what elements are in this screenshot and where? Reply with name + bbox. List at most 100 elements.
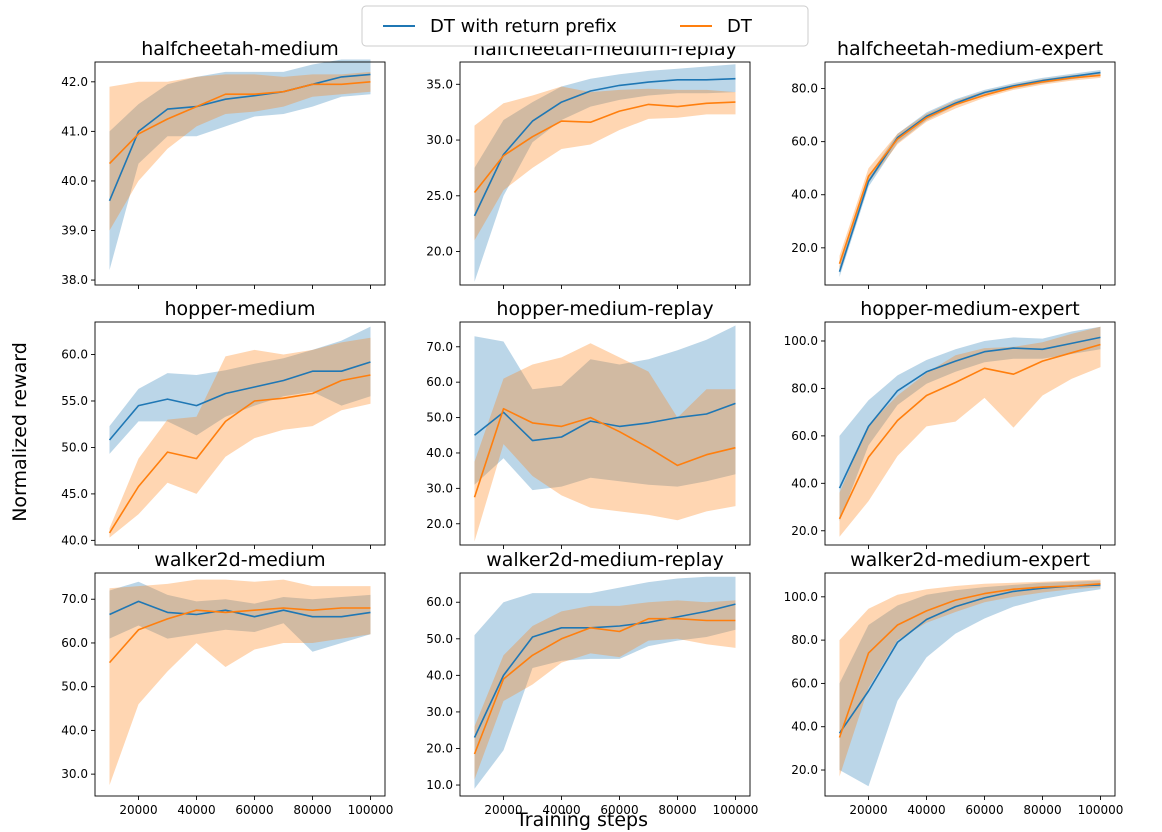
legend-label-0: DT with return prefix xyxy=(430,16,617,37)
panel-0-title: halfcheetah-medium xyxy=(141,38,339,60)
panel-4-ytick-label-3: 50.0 xyxy=(426,411,453,425)
panel-5-band-0 xyxy=(839,326,1101,522)
panel-8-title: walker2d-medium-expert xyxy=(850,549,1090,571)
panel-1-band-0 xyxy=(474,64,736,282)
panel-6-band-1 xyxy=(109,579,371,786)
panel-7-xtick-label-4: 100000 xyxy=(713,803,759,817)
panel-6-ytick-label-1: 40.0 xyxy=(61,723,88,737)
panel-1-ytick-label-3: 35.0 xyxy=(426,77,453,91)
panel-0-ytick-label-1: 39.0 xyxy=(61,223,88,237)
panel-2-frame xyxy=(824,61,1116,286)
panel-6-title: walker2d-medium xyxy=(154,549,325,571)
panel-6-frame xyxy=(94,572,386,797)
panel-1-band-1 xyxy=(474,86,736,241)
panel-8-xtick-label-4: 100000 xyxy=(1078,803,1124,817)
panel-3-ytick-label-2: 50.0 xyxy=(61,440,88,454)
legend: DT with return prefix DT xyxy=(361,5,809,47)
panel-2-line-0 xyxy=(838,71,1101,272)
panel-3: 40.0 45.0 50.0 55.0 60.0 hopper-medium xyxy=(61,298,386,549)
panel-0-ytick-label-2: 40.0 xyxy=(61,174,88,188)
panel-1-ytick-label-2: 30.0 xyxy=(426,133,453,147)
panel-4-ytick-label-1: 30.0 xyxy=(426,481,453,495)
panel-8-frame xyxy=(824,572,1116,797)
panel-7-title: walker2d-medium-replay xyxy=(486,549,724,571)
panel-4: 20.0 30.0 40.0 50.0 60.0 70.0 hopper-medium-re… xyxy=(426,298,751,549)
panel-7-band-0 xyxy=(474,576,736,789)
panel-7-xtick-label-2: 60000 xyxy=(600,803,638,817)
panel-4-ytick-label-2: 40.0 xyxy=(426,446,453,460)
panel-5-line-1 xyxy=(838,343,1101,520)
panel-5-frame xyxy=(824,321,1116,546)
panel-5: 20.0 40.0 60.0 80.0 100.0 hopper-medium-exper… xyxy=(784,298,1116,549)
panel-8-ytick-label-2: 60.0 xyxy=(791,676,818,690)
panel-1: 20.025.030.035.0halfcheetah-medium-repla… xyxy=(426,38,751,289)
panel-5-ytick-label-2: 60.0 xyxy=(791,429,818,443)
panel-3-ytick-label-1: 45.0 xyxy=(61,487,88,501)
panel-3-title: hopper-medium xyxy=(164,298,315,320)
panel-0-ytick-label-3: 41.0 xyxy=(61,124,88,138)
panel-8-band-0 xyxy=(839,580,1101,787)
panel-7-xtick-label-1: 40000 xyxy=(542,803,580,817)
panel-5-line-0 xyxy=(838,336,1101,489)
panel-6-line-0 xyxy=(109,600,371,618)
panel-8-xtick-label-3: 80000 xyxy=(1023,803,1061,817)
panel-6: 30.0 40.0 50.0 60.0 70.0 20000 40000 60000 80000… xyxy=(61,549,393,817)
panel-7-ytick-label-5: 60.0 xyxy=(426,595,453,609)
panel-6-xtick-label-2: 60000 xyxy=(235,803,273,817)
panel-3-ytick-label-3: 55.0 xyxy=(61,394,88,408)
panel-6-ytick-label-0: 30.0 xyxy=(61,767,88,781)
panel-0-frame xyxy=(94,61,386,286)
panel-1-ytick-label-1: 25.0 xyxy=(426,189,453,203)
panel-3-ytick-label-4: 60.0 xyxy=(61,348,88,362)
panel-2-ytick-label-1: 40.0 xyxy=(791,188,818,202)
panel-0-line-1 xyxy=(108,81,371,165)
panel-8-xtick-label-2: 60000 xyxy=(965,803,1003,817)
panel-6-band-0 xyxy=(109,581,371,652)
panel-7-ytick-label-1: 20.0 xyxy=(426,741,453,755)
panel-5-ytick-label-1: 40.0 xyxy=(791,476,818,490)
panel-1-line-1 xyxy=(473,101,736,193)
panel-0-ytick-label-4: 42.0 xyxy=(61,75,88,89)
panel-0-ytick-label-0: 38.0 xyxy=(61,273,88,287)
panel-7-line-0 xyxy=(473,603,736,738)
panel-2-ytick-label-2: 60.0 xyxy=(791,135,818,149)
panel-1-line-0 xyxy=(473,77,736,217)
panel-2: 20.0 40.0 60.0 80.0 halfcheetah-medium-exper… xyxy=(791,38,1116,289)
panel-4-frame xyxy=(459,321,751,546)
panel-7-xtick-label-3: 80000 xyxy=(658,803,696,817)
panel-2-ytick-label-0: 20.0 xyxy=(791,241,818,255)
y-axis-title: Normalized reward xyxy=(9,342,31,522)
panels: 38.0 39.0 40.0 41.0 42.0 halfcheetah-medium 20… xyxy=(61,38,1123,817)
panel-8: 20.0 40.0 60.0 80.0 100.0 20000 40000 60000 8000… xyxy=(784,549,1124,817)
panel-6-ytick-label-2: 50.0 xyxy=(61,680,88,694)
panel-5-ytick-label-4: 100.0 xyxy=(784,334,818,348)
panel-4-band-1 xyxy=(474,343,736,542)
panel-8-ytick-label-3: 80.0 xyxy=(791,633,818,647)
panel-4-line-0 xyxy=(474,402,736,442)
panel-5-band-1 xyxy=(839,326,1101,537)
panel-4-band-0 xyxy=(474,325,736,491)
panel-8-ytick-label-4: 100.0 xyxy=(784,590,818,604)
panel-3-frame xyxy=(94,321,386,546)
panel-8-xtick-label-0: 20000 xyxy=(849,803,887,817)
panel-3-band-1 xyxy=(109,337,371,538)
panel-6-xtick-label-3: 80000 xyxy=(293,803,331,817)
panel-7-ytick-label-0: 10.0 xyxy=(426,778,453,792)
panel-4-title: hopper-medium-replay xyxy=(496,298,713,320)
panel-4-ytick-label-5: 70.0 xyxy=(426,340,453,354)
panel-6-xtick-label-4: 100000 xyxy=(348,803,394,817)
legend-box xyxy=(361,5,809,47)
panel-2-ytick-label-3: 80.0 xyxy=(791,82,818,96)
panel-2-title: halfcheetah-medium-expert xyxy=(837,38,1103,60)
panel-6-xtick-label-0: 20000 xyxy=(119,803,157,817)
legend-label-1: DT xyxy=(727,16,753,37)
panel-7-band-1 xyxy=(474,600,736,780)
panel-7-ytick-label-3: 40.0 xyxy=(426,668,453,682)
panel-0-band-1 xyxy=(109,71,371,231)
panel-0-band-0 xyxy=(109,59,371,271)
panel-3-line-1 xyxy=(108,374,371,534)
panel-1-frame xyxy=(459,61,751,286)
panel-0-line-0 xyxy=(108,73,371,202)
panel-0: 38.0 39.0 40.0 41.0 42.0 halfcheetah-medium xyxy=(61,38,386,289)
